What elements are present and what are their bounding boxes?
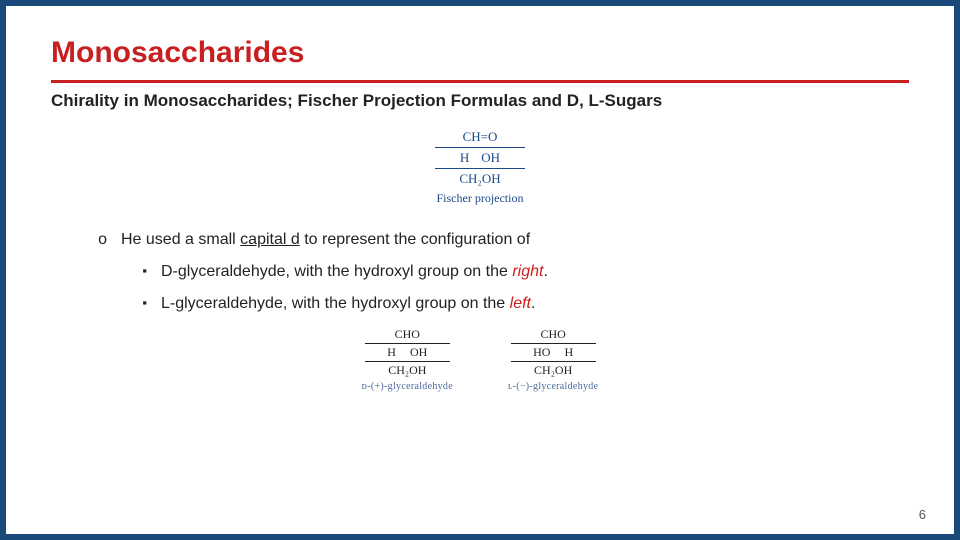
l-right: H — [557, 345, 580, 360]
l-top: CHO — [508, 327, 598, 342]
bullet2-post: . — [531, 295, 535, 312]
fischer-right: OH — [475, 150, 506, 166]
fischer-middle-row: H OH — [435, 147, 525, 169]
bullet-main-pre: He used a small — [121, 231, 240, 248]
title-underline — [51, 80, 909, 83]
bullet-sub-2-marker: ▪ — [51, 295, 161, 310]
l-label: ʟ-(−)-glyceraldehyde — [508, 381, 598, 392]
slide-subtitle: Chirality in Monosaccharides; Fischer Pr… — [51, 91, 909, 111]
d-label: ᴅ-(+)-glyceraldehyde — [362, 381, 453, 392]
l-mid-row: HO H — [511, 343, 596, 362]
d-top: CHO — [362, 327, 453, 342]
bullet2-red: left — [510, 295, 531, 312]
page-number: 6 — [919, 507, 926, 522]
bullet1-pre: D-glyceraldehyde, with the hydroxyl grou… — [161, 263, 512, 280]
d-right: OH — [403, 345, 434, 360]
bullet-main-underline: capital d — [240, 231, 300, 248]
l-left: HO — [526, 345, 557, 360]
bullet-sub-1-text: D-glyceraldehyde, with the hydroxyl grou… — [161, 263, 548, 281]
bullet1-post: . — [543, 263, 547, 280]
bullet-sub-1: ▪ D-glyceraldehyde, with the hydroxyl gr… — [51, 263, 909, 281]
bullet1-red: right — [512, 263, 543, 280]
d-bot: CH₂OH — [362, 363, 453, 378]
l-bot: CH₂OH — [508, 363, 598, 378]
d-left: H — [380, 345, 403, 360]
l-glyceraldehyde-col: CHO HO H CH₂OH ʟ-(−)-glyceraldehyde — [508, 327, 598, 392]
bullet-main-marker: o — [51, 231, 121, 249]
bullet-main-post: to represent the configuration of — [300, 231, 530, 248]
bullet2-pre: L-glyceraldehyde, with the hydroxyl grou… — [161, 295, 510, 312]
slide-title: Monosaccharides — [51, 36, 909, 70]
d-glyceraldehyde-col: CHO H OH CH₂OH ᴅ-(+)-glyceraldehyde — [362, 327, 453, 392]
bullet-sub-1-marker: ▪ — [51, 263, 161, 278]
fischer-projection-diagram: CH=O H OH CH₂OH Fischer projection — [408, 129, 553, 206]
fischer-left: H — [454, 150, 475, 166]
bullet-main-text: He used a small capital d to represent t… — [121, 231, 530, 249]
fischer-top-group: CH=O — [408, 129, 553, 145]
glyceraldehyde-pair-diagram: CHO H OH CH₂OH ᴅ-(+)-glyceraldehyde CHO … — [51, 327, 909, 392]
fischer-caption: Fischer projection — [408, 191, 553, 206]
bullet-sub-2-text: L-glyceraldehyde, with the hydroxyl grou… — [161, 295, 535, 313]
d-mid-row: H OH — [365, 343, 450, 362]
bullet-main: o He used a small capital d to represent… — [51, 231, 909, 249]
bullet-sub-2: ▪ L-glyceraldehyde, with the hydroxyl gr… — [51, 295, 909, 313]
fischer-bottom-group: CH₂OH — [408, 171, 553, 187]
